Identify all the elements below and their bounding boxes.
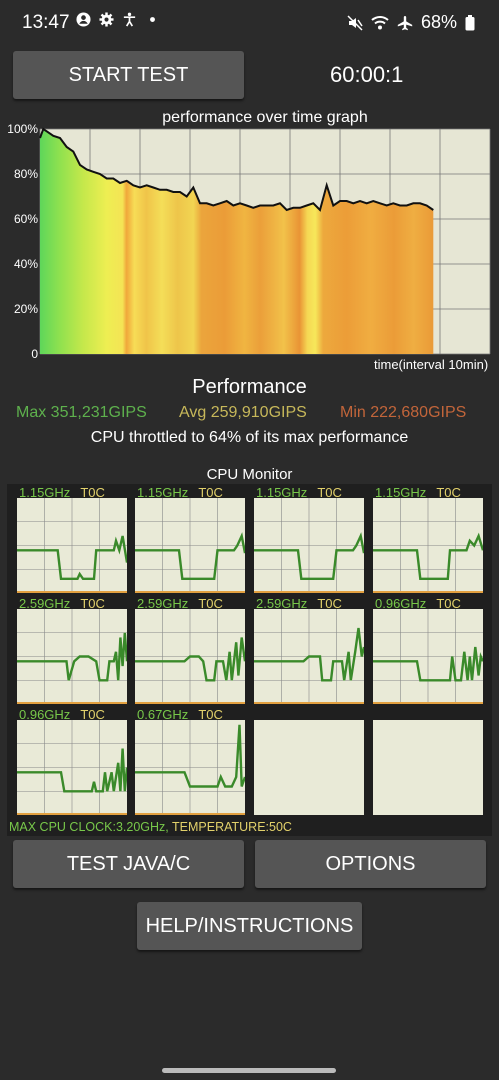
cpu-core-chart bbox=[254, 609, 364, 704]
cpu-monitor-title: CPU Monitor bbox=[206, 466, 293, 483]
cpu-core-chart bbox=[135, 720, 245, 815]
performance-line bbox=[39, 127, 434, 212]
cpu-core-chart-empty bbox=[254, 720, 364, 815]
cpu-core-label: 1.15GHz T0C bbox=[137, 485, 223, 500]
cpu-core-chart bbox=[17, 720, 127, 815]
cpu-temperature: TEMPERATURE:50C bbox=[168, 820, 292, 834]
account-circle-icon bbox=[76, 12, 91, 27]
battery-icon bbox=[465, 14, 475, 30]
core-temperature: T0C bbox=[80, 707, 105, 722]
core-frequency: 1.15GHz bbox=[256, 485, 308, 500]
core-frequency: 2.59GHz bbox=[19, 596, 71, 611]
cpu-core-label: 1.15GHz T0C bbox=[19, 485, 105, 500]
cpu-core-label: 2.59GHz T0C bbox=[137, 596, 223, 611]
core-frequency: 0.96GHz bbox=[375, 596, 427, 611]
max-cpu-clock: MAX CPU CLOCK:3.20GHz, bbox=[9, 820, 169, 834]
cpu-core-chart bbox=[135, 609, 245, 704]
performance-area bbox=[40, 129, 434, 354]
cpu-core-chart-empty bbox=[373, 720, 483, 815]
core-frequency: 1.15GHz bbox=[137, 485, 189, 500]
core-frequency: 1.15GHz bbox=[375, 485, 427, 500]
core-temperature: T0C bbox=[198, 596, 223, 611]
core-temperature: T0C bbox=[436, 596, 461, 611]
mute-icon bbox=[347, 14, 363, 31]
core-frequency: 0.67GHz bbox=[137, 707, 189, 722]
cpu-core-chart bbox=[135, 498, 245, 593]
gesture-nav-bar[interactable] bbox=[162, 1068, 336, 1073]
core-frequency: 1.15GHz bbox=[19, 485, 71, 500]
cpu-core-chart bbox=[17, 498, 127, 593]
cpu-core-label: 2.59GHz T0C bbox=[19, 596, 105, 611]
help-instructions-button[interactable]: HELP/INSTRUCTIONS bbox=[137, 902, 362, 950]
cpu-core-label: 1.15GHz T0C bbox=[256, 485, 342, 500]
settings-gear-icon bbox=[99, 12, 114, 27]
cpu-core-chart bbox=[17, 609, 127, 704]
throttle-text: CPU throttled to 64% of its max performa… bbox=[90, 429, 409, 446]
cpu-core-label: 2.59GHz T0C bbox=[256, 596, 342, 611]
core-temperature: T0C bbox=[317, 596, 342, 611]
max-stat: Max 351,231GIPS bbox=[16, 404, 147, 421]
cpu-core-chart bbox=[254, 498, 364, 593]
y-tick-60: 60% bbox=[13, 212, 38, 226]
x-axis-label: time(interval 10min) bbox=[374, 357, 489, 372]
avg-stat: Avg 259,910GIPS bbox=[179, 404, 307, 421]
y-tick-0: 0 bbox=[31, 347, 38, 361]
test-java-c-button[interactable]: TEST JAVA/C bbox=[13, 840, 244, 888]
status-time: 13:47 bbox=[22, 12, 70, 33]
core-temperature: T0C bbox=[436, 485, 461, 500]
dot-icon bbox=[150, 17, 155, 22]
cpu-info-line: MAX CPU CLOCK:3.20GHz, TEMPERATURE:50C bbox=[9, 820, 292, 834]
core-temperature: T0C bbox=[198, 707, 223, 722]
cpu-core-label: 1.15GHz T0C bbox=[375, 485, 461, 500]
status-right-icons: 68% bbox=[347, 12, 475, 33]
core-frequency: 2.59GHz bbox=[137, 596, 189, 611]
graph-title: performance over time graph bbox=[162, 109, 368, 126]
airplane-icon bbox=[397, 15, 413, 30]
cpu-core-label: 0.67GHz T0C bbox=[137, 707, 223, 722]
battery-percent: 68% bbox=[420, 12, 457, 32]
cpu-core-label: 0.96GHz T0C bbox=[375, 596, 461, 611]
core-temperature: T0C bbox=[80, 596, 105, 611]
test-timer: 60:00:1 bbox=[330, 62, 404, 87]
core-temperature: T0C bbox=[317, 485, 342, 500]
y-tick-80: 80% bbox=[13, 167, 38, 181]
cpu-core-chart bbox=[373, 609, 483, 704]
performance-heading: Performance bbox=[192, 376, 307, 398]
start-test-button[interactable]: START TEST bbox=[13, 51, 244, 99]
min-stat: Min 222,680GIPS bbox=[340, 404, 467, 421]
options-button[interactable]: OPTIONS bbox=[255, 840, 486, 888]
status-left-icons bbox=[76, 12, 160, 27]
y-tick-100: 100% bbox=[7, 122, 38, 136]
status-bar: 13:47 68% bbox=[0, 0, 499, 42]
performance-graph bbox=[39, 127, 491, 355]
core-frequency: 2.59GHz bbox=[256, 596, 308, 611]
cpu-core-chart bbox=[373, 498, 483, 593]
wifi-icon bbox=[371, 15, 389, 29]
accessibility-icon bbox=[123, 12, 136, 27]
cpu-core-label: 0.96GHz T0C bbox=[19, 707, 105, 722]
y-tick-40: 40% bbox=[13, 257, 38, 271]
core-frequency: 0.96GHz bbox=[19, 707, 71, 722]
core-temperature: T0C bbox=[80, 485, 105, 500]
y-tick-20: 20% bbox=[13, 302, 38, 316]
core-temperature: T0C bbox=[198, 485, 223, 500]
